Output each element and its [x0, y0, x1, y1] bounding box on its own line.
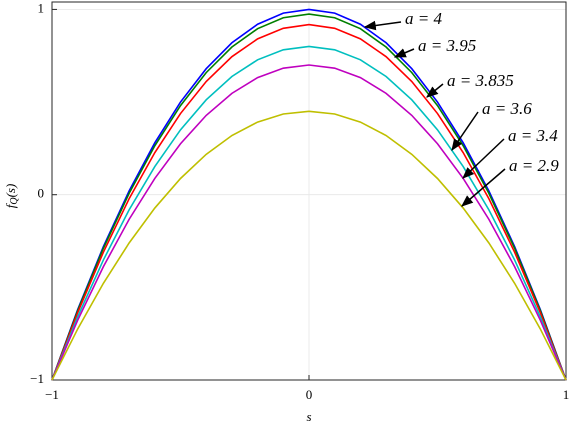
y-axis-label: fQ(s) — [3, 184, 20, 209]
y-label-sub: Q — [9, 197, 20, 205]
series-line — [51, 13, 567, 381]
series-line — [51, 110, 567, 381]
x-tick-label: 1 — [563, 387, 570, 402]
annotation-arrow — [363, 20, 402, 31]
annotation-arrow — [393, 48, 415, 58]
y-tick-label: 1 — [38, 0, 45, 15]
series-line — [51, 45, 567, 381]
y-tick-label: 0 — [38, 186, 45, 201]
y-label-rest: (s) — [3, 184, 18, 198]
annotation: a = 3.6 — [482, 99, 532, 118]
annotation-arrow — [451, 111, 479, 151]
x-tick-label: −1 — [45, 387, 59, 402]
series-line — [51, 23, 567, 381]
annotation: a = 3.95 — [418, 36, 476, 55]
annotation: a = 2.9 — [509, 156, 559, 175]
annotation-arrow — [462, 138, 505, 179]
annotation-arrow — [426, 83, 444, 98]
series-line — [51, 64, 567, 381]
series-line — [51, 8, 567, 381]
x-tick-label: 0 — [306, 387, 313, 402]
annotation: a = 3.4 — [508, 126, 558, 145]
x-axis-label: s — [306, 409, 311, 424]
annotation: a = 4 — [405, 9, 442, 28]
plot-frame — [51, 1, 567, 381]
annotation: a = 3.835 — [447, 71, 514, 90]
annotation-arrow — [461, 168, 506, 207]
y-tick-label: −1 — [30, 371, 44, 386]
y-label-base: f — [3, 202, 18, 208]
